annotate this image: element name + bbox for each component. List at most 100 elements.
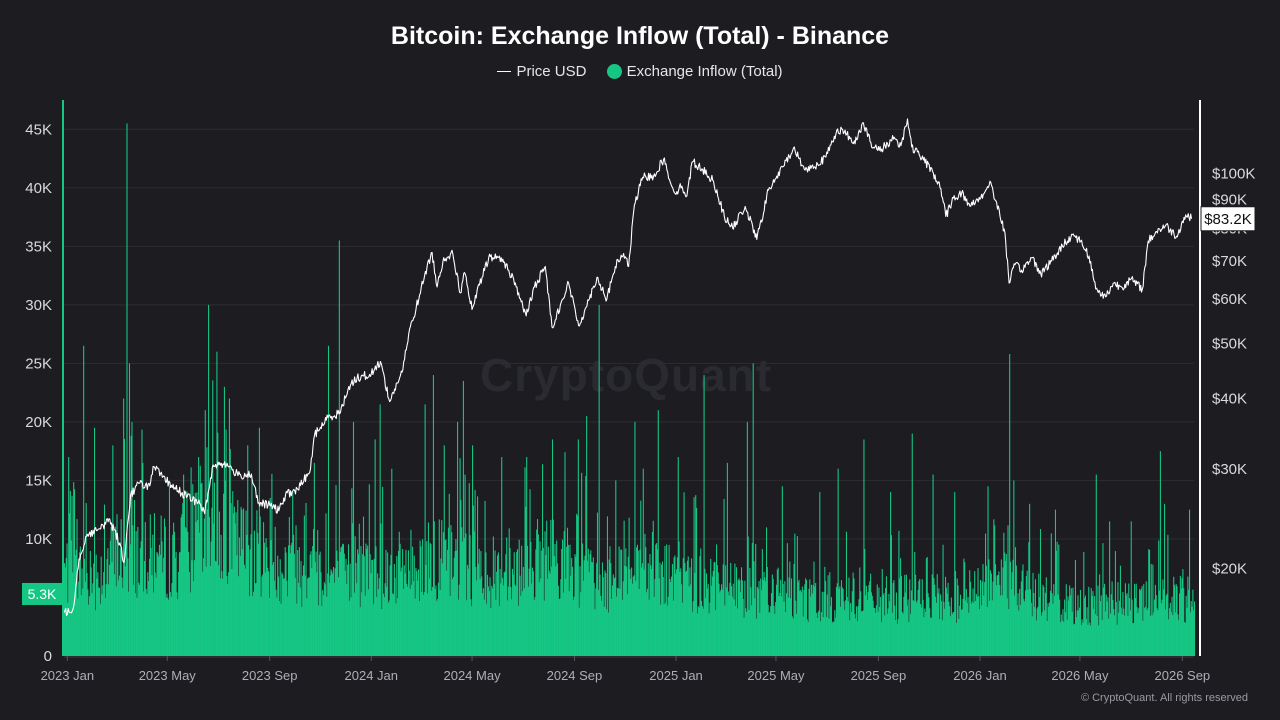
inflow-bar: [632, 576, 634, 656]
inflow-bar: [542, 547, 544, 656]
inflow-bar: [888, 593, 890, 656]
inflow-bar: [185, 528, 187, 656]
inflow-bar: [721, 589, 723, 656]
inflow-bar: [726, 587, 728, 656]
inflow-bar: [988, 559, 990, 656]
inflow-bar: [1120, 607, 1122, 656]
legend-label-inflow: Exchange Inflow (Total): [626, 62, 783, 80]
inflow-bar: [141, 429, 143, 656]
inflow-bar: [80, 595, 82, 656]
inflow-bar: [278, 576, 280, 656]
inflow-bar: [776, 569, 778, 656]
x-tick-label: 2024 Jan: [345, 668, 399, 683]
inflow-bar: [1113, 608, 1115, 656]
inflow-bar: [538, 582, 540, 656]
inflow-bar: [410, 529, 412, 656]
inflow-bar: [220, 534, 222, 656]
inflow-bar: [930, 617, 932, 656]
inflow-bar: [785, 593, 788, 656]
inflow-bar: [116, 514, 118, 656]
inflow-bar: [724, 605, 726, 656]
inflow-bar: [245, 510, 247, 656]
inflow-bar: [161, 541, 163, 656]
legend-item-inflow[interactable]: Exchange Inflow (Total): [606, 62, 783, 80]
inflow-bar: [448, 493, 450, 656]
inflow-bar: [877, 611, 879, 656]
inflow-bar: [570, 575, 572, 656]
inflow-bar: [75, 549, 77, 656]
x-tick-label: 2024 May: [443, 668, 501, 683]
inflow-bar: [337, 560, 339, 656]
inflow-bar: [949, 606, 951, 656]
inflow-bar: [758, 581, 760, 656]
inflow-bar: [434, 588, 436, 656]
inflow-bar: [1087, 624, 1089, 656]
inflow-bar: [592, 557, 594, 656]
inflow-bar: [593, 583, 595, 656]
inflow-bar: [541, 464, 544, 656]
inflow-bar: [1059, 599, 1061, 656]
inflow-bar: [270, 540, 272, 656]
inflow-bar: [1074, 559, 1076, 656]
inflow-bar: [678, 541, 680, 656]
inflow-bar: [292, 492, 294, 656]
inflow-bar: [187, 531, 189, 656]
inflow-bar: [475, 566, 477, 656]
inflow-bar: [707, 584, 709, 656]
y-right-tick-label: $30K: [1212, 461, 1247, 478]
inflow-bar: [1172, 615, 1174, 656]
inflow-bar: [149, 514, 151, 656]
inflow-bar: [545, 555, 547, 656]
inflow-bar: [836, 583, 838, 656]
inflow-bar: [1083, 551, 1085, 656]
inflow-bar: [383, 597, 385, 656]
inflow-bar: [514, 584, 516, 656]
inflow-bar: [496, 571, 498, 656]
inflow-bar: [885, 587, 887, 656]
inflow-bar: [78, 581, 80, 656]
inflow-bar: [513, 552, 515, 656]
inflow-bar: [1000, 559, 1002, 656]
inflow-bar: [964, 562, 966, 656]
inflow-bar: [1104, 611, 1106, 656]
inflow-bar: [1139, 589, 1141, 656]
inflow-bar: [1147, 607, 1149, 656]
inflow-bar: [673, 557, 675, 656]
inflow-bar: [657, 410, 659, 656]
inflow-bar: [1043, 587, 1045, 656]
legend-item-price[interactable]: Price USD: [497, 63, 586, 80]
inflow-bar: [229, 448, 231, 656]
dot-marker-icon: [606, 64, 622, 80]
inflow-bar: [956, 578, 958, 656]
y-left-tick-label: 35K: [25, 238, 52, 255]
inflow-bar: [541, 550, 543, 656]
inflow-bar: [809, 579, 811, 656]
inflow-bar: [880, 596, 882, 656]
inflow-bar: [469, 535, 471, 656]
inflow-bar: [957, 585, 959, 656]
inflow-bar: [935, 596, 937, 656]
inflow-bar: [644, 533, 646, 656]
inflow-bar: [501, 457, 503, 656]
inflow-bar: [962, 598, 964, 656]
axes: 0 10K 15K 20K 25K 30K 35K 40K 45K $20K $30K $40K $50…: [22, 100, 1256, 683]
inflow-bar: [154, 572, 156, 656]
x-tick-label: 2024 Sep: [547, 668, 603, 683]
inflow-bar: [293, 553, 295, 656]
inflow-bar: [302, 575, 304, 656]
inflow-bar: [760, 589, 763, 656]
inflow-bar: [1008, 609, 1010, 656]
inflow-bar: [437, 598, 439, 656]
inflow-bar: [549, 573, 551, 656]
inflow-bar: [148, 558, 151, 656]
inflow-bar: [273, 580, 275, 656]
y-right-tick-label: $90K: [1212, 191, 1247, 208]
inflow-bar: [825, 581, 827, 656]
inflow-bar: [200, 483, 202, 656]
inflow-bar: [82, 588, 84, 656]
inflow-bar: [1130, 521, 1132, 656]
inflow-bar: [254, 583, 256, 656]
inflow-bar: [455, 538, 457, 656]
inflow-bar: [803, 589, 805, 656]
